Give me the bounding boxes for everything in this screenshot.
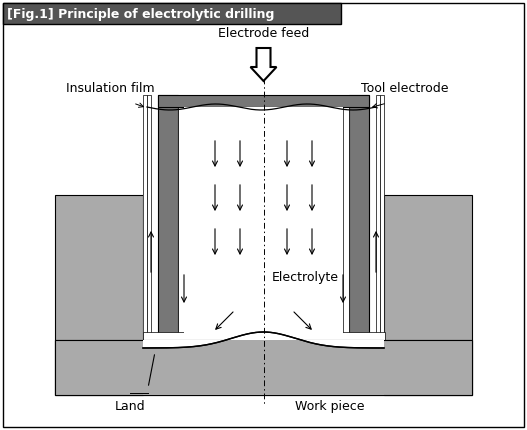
- Bar: [158, 95, 178, 355]
- Bar: [147, 95, 151, 355]
- Bar: [158, 95, 369, 107]
- Bar: [349, 95, 369, 355]
- Text: Tool electrode: Tool electrode: [361, 82, 449, 95]
- Text: Land: Land: [115, 400, 145, 413]
- Bar: [143, 195, 384, 395]
- Text: [Fig.1] Principle of electrolytic drilling: [Fig.1] Principle of electrolytic drilli…: [7, 8, 275, 21]
- Bar: [143, 340, 188, 348]
- Bar: [55, 340, 472, 395]
- Bar: [384, 195, 472, 395]
- Bar: [143, 95, 147, 355]
- Polygon shape: [143, 332, 384, 395]
- Text: Electrode feed: Electrode feed: [218, 27, 309, 40]
- Text: Insulation film: Insulation film: [66, 82, 154, 95]
- Bar: [339, 348, 385, 352]
- Bar: [143, 348, 188, 352]
- Polygon shape: [143, 332, 384, 348]
- Text: Work piece: Work piece: [295, 400, 365, 413]
- Bar: [380, 95, 384, 355]
- Text: Electrolyte: Electrolyte: [271, 271, 338, 285]
- Bar: [339, 340, 385, 348]
- Bar: [184, 107, 343, 117]
- Bar: [339, 332, 385, 340]
- Bar: [178, 95, 184, 355]
- FancyArrow shape: [250, 48, 277, 81]
- Bar: [376, 95, 380, 355]
- Bar: [3, 3, 341, 24]
- Bar: [55, 340, 472, 395]
- Bar: [184, 107, 343, 340]
- Bar: [55, 195, 143, 395]
- Bar: [143, 332, 188, 340]
- Bar: [343, 95, 349, 355]
